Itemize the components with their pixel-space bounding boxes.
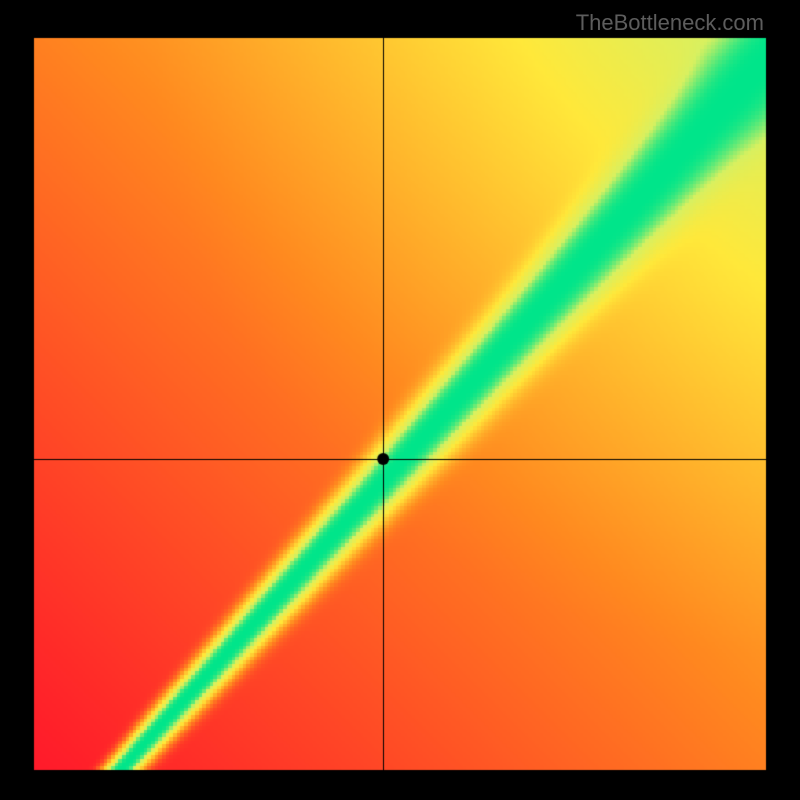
chart-container: TheBottleneck.com xyxy=(0,0,800,800)
watermark-text: TheBottleneck.com xyxy=(576,10,764,36)
bottleneck-heatmap xyxy=(0,0,800,800)
